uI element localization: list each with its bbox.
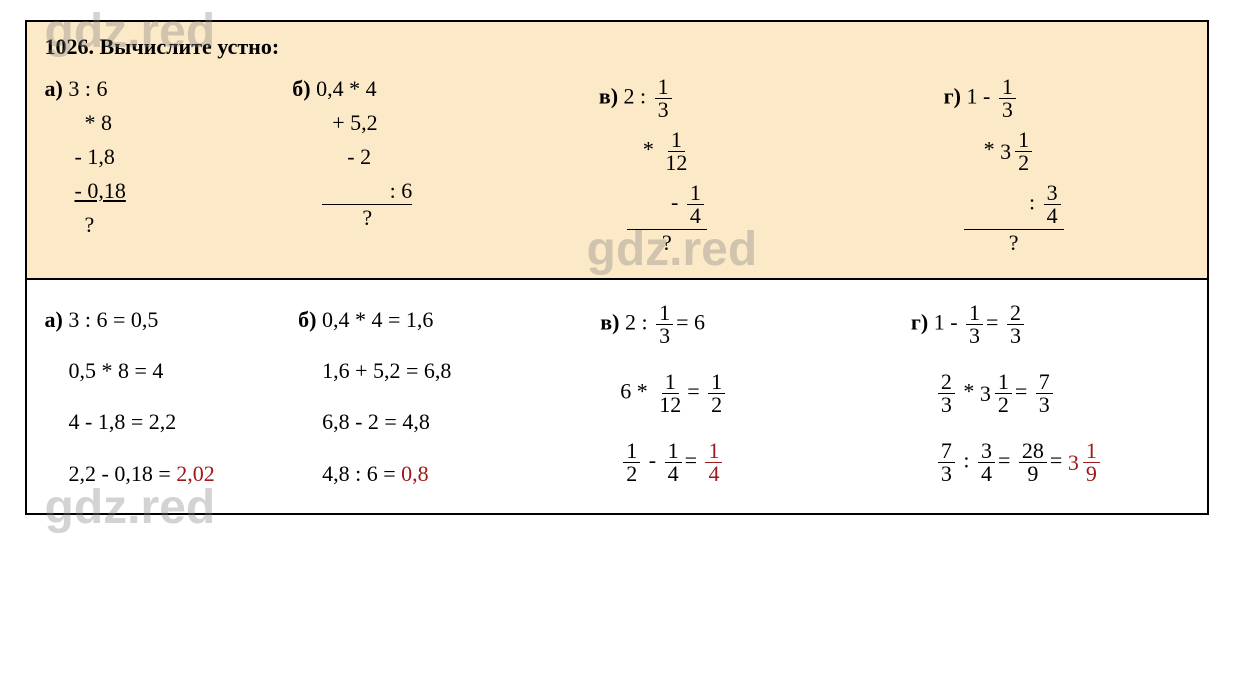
sb-l2: 1,6 + 5,2 = 6,8 bbox=[322, 358, 451, 383]
sg-l2-f3: 73 bbox=[1036, 371, 1053, 416]
pv-l2-pre: * bbox=[643, 137, 660, 162]
sv-l3-mid1: - bbox=[643, 448, 661, 473]
problem-col-v: в) 2 : 13 * 112 - 14 ? bbox=[559, 72, 844, 260]
pb-q: ? bbox=[362, 205, 372, 230]
sg-l3-f1: 73 bbox=[938, 440, 955, 485]
sa-l4-ans: 2,02 bbox=[176, 461, 215, 486]
sb-l3: 6,8 - 2 = 4,8 bbox=[322, 409, 430, 434]
problem-columns: а) 3 : 6 * 8 - 1,8 - 0,18 ? б) 0,4 * 4 +… bbox=[45, 72, 1189, 260]
pv-l1-pre: 2 : bbox=[624, 84, 652, 109]
sa-l1: 3 : 6 = 0,5 bbox=[68, 307, 158, 332]
sg-l3-mid3: = bbox=[1050, 448, 1068, 473]
pb-l2: + 5,2 bbox=[332, 110, 377, 135]
solution-col-b: б) 0,4 * 4 = 1,6 1,6 + 5,2 = 6,8 6,8 - 2… bbox=[298, 298, 520, 495]
slabel-a: а) bbox=[45, 307, 63, 332]
pg-l1-pre: 1 - bbox=[966, 84, 995, 109]
sv-l3-f2: 14 bbox=[665, 440, 682, 485]
pb-l1: 0,4 * 4 bbox=[316, 76, 377, 101]
sa-l2: 0,5 * 8 = 4 bbox=[69, 358, 164, 383]
pv-q: ? bbox=[662, 230, 672, 255]
pa-q: ? bbox=[85, 212, 95, 237]
label-b: б) bbox=[292, 76, 310, 101]
slabel-g: г) bbox=[911, 310, 928, 335]
pg-q: ? bbox=[1009, 230, 1019, 255]
sg-l3-ans: 319 bbox=[1068, 440, 1103, 485]
solution-col-a: а) 3 : 6 = 0,5 0,5 * 8 = 4 4 - 1,8 = 2,2… bbox=[45, 298, 249, 495]
solution-col-g: г) 1 - 13= 23 23 * 312= 73 73 : 34= 289=… bbox=[891, 298, 1189, 489]
pa-l4: - 0,18 bbox=[75, 178, 126, 203]
slabel-v: в) bbox=[600, 310, 619, 335]
sg-l2-mid1: * bbox=[958, 379, 980, 404]
sv-l1-pre: 2 : bbox=[625, 310, 653, 335]
sv-l3-f1: 12 bbox=[623, 440, 640, 485]
sb-l4-ans: 0,8 bbox=[401, 461, 429, 486]
sg-l1-f2: 23 bbox=[1007, 302, 1024, 347]
solution-col-v: в) 2 : 13= 6 6 * 112= 12 12 - 14= 14 bbox=[570, 298, 841, 489]
sg-l2-f1: 23 bbox=[938, 371, 955, 416]
pg-l1-frac: 13 bbox=[999, 76, 1016, 121]
sg-l1-pre: 1 - bbox=[934, 310, 963, 335]
sg-l3-f3: 289 bbox=[1019, 440, 1047, 485]
sb-l1: 0,4 * 4 = 1,6 bbox=[322, 307, 433, 332]
pg-l2-pre: * bbox=[984, 137, 1001, 162]
sa-l4-pre: 2,2 - 0,18 = bbox=[69, 461, 177, 486]
sa-l3: 4 - 1,8 = 2,2 bbox=[69, 409, 177, 434]
problem-panel: 1026. Вычислите устно: а) 3 : 6 * 8 - 1,… bbox=[27, 22, 1207, 280]
label-v: в) bbox=[599, 84, 618, 109]
sb-l4-pre: 4,8 : 6 = bbox=[322, 461, 401, 486]
pv-l1-frac: 13 bbox=[655, 76, 672, 121]
pg-l3-pre: : bbox=[1029, 190, 1041, 215]
solution-panel: а) 3 : 6 = 0,5 0,5 * 8 = 4 4 - 1,8 = 2,2… bbox=[27, 280, 1207, 513]
pv-l3-pre: - bbox=[671, 190, 684, 215]
problem-col-b: б) 0,4 * 4 + 5,2 - 2 : 6 ? bbox=[292, 72, 509, 235]
label-g: г) bbox=[944, 84, 961, 109]
sv-l3-mid2: = bbox=[685, 448, 703, 473]
sg-l1-mid: = bbox=[986, 310, 1004, 335]
sv-l2-f1: 112 bbox=[656, 371, 684, 416]
sg-l1-f1: 13 bbox=[966, 302, 983, 347]
sg-l3-mid1: : bbox=[958, 448, 975, 473]
pb-l4: : 6 bbox=[390, 178, 413, 203]
pa-l3: - 1,8 bbox=[75, 144, 115, 169]
sg-l3-f2: 34 bbox=[978, 440, 995, 485]
sv-l1-f1: 13 bbox=[656, 302, 673, 347]
pa-l1: 3 : 6 bbox=[68, 76, 107, 101]
pv-l3-frac: 14 bbox=[687, 182, 704, 227]
slabel-b: б) bbox=[298, 307, 316, 332]
pa-l2: * 8 bbox=[85, 110, 113, 135]
pg-l3-frac: 34 bbox=[1044, 182, 1061, 227]
problem-title: 1026. Вычислите устно: bbox=[45, 34, 1189, 60]
solution-columns: а) 3 : 6 = 0,5 0,5 * 8 = 4 4 - 1,8 = 2,2… bbox=[45, 298, 1189, 495]
pv-l2-frac: 112 bbox=[662, 129, 690, 174]
sg-l2-mixed: 312 bbox=[980, 371, 1015, 416]
sv-l1-eq: = 6 bbox=[676, 310, 705, 335]
sv-l2-f2: 12 bbox=[708, 371, 725, 416]
pg-l2-mixed: 312 bbox=[1000, 129, 1035, 174]
label-a: а) bbox=[45, 76, 63, 101]
sg-l3-mid2: = bbox=[998, 448, 1016, 473]
sv-l3-f3: 14 bbox=[705, 440, 722, 485]
problem-col-g: г) 1 - 13 * 312 : 34 ? bbox=[894, 72, 1189, 260]
sv-l2-pre: 6 * bbox=[620, 379, 653, 404]
problem-col-a: а) 3 : 6 * 8 - 1,8 - 0,18 ? bbox=[45, 72, 243, 242]
exercise-box: gdz.red gdz.red gdz.red 1026. Вычислите … bbox=[25, 20, 1209, 515]
sv-l2-mid: = bbox=[687, 379, 705, 404]
pb-l3: - 2 bbox=[347, 144, 371, 169]
sg-l2-mid2: = bbox=[1015, 379, 1033, 404]
